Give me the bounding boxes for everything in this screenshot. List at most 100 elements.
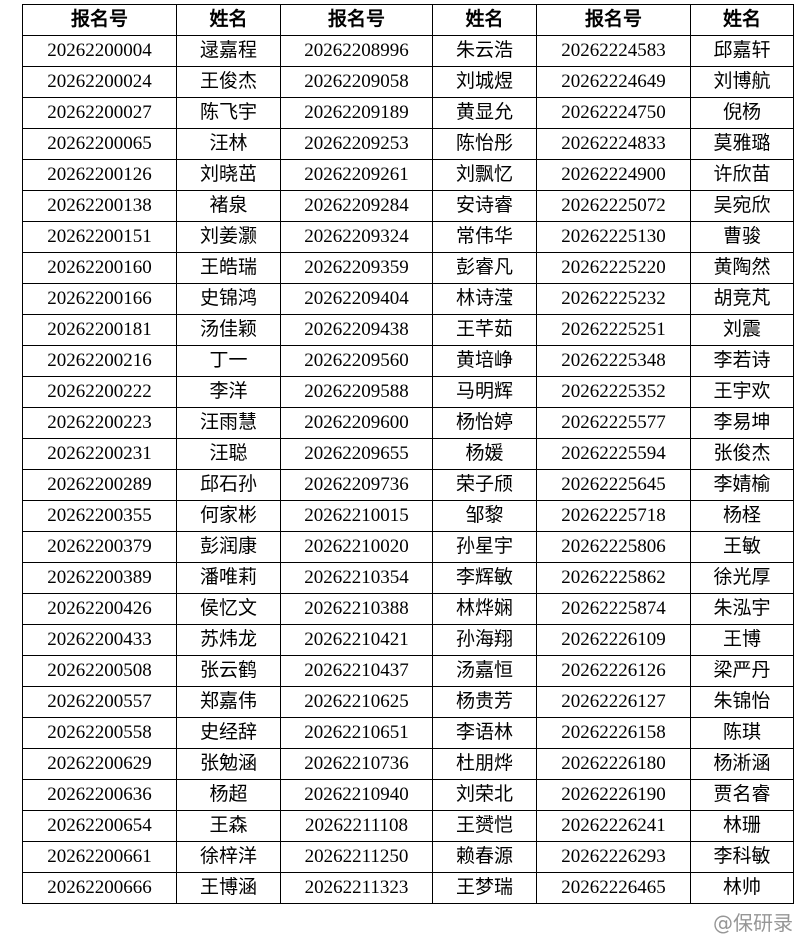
name-cell: 汤佳颖 — [176, 314, 281, 346]
table-row: 20262200389 潘唯莉 20262210354 李辉敏 20262225862 徐… — [22, 562, 794, 594]
registration-number-cell: 20262226127 — [536, 686, 691, 718]
registration-number-cell: 20262211250 — [280, 841, 433, 873]
registration-number-cell: 20262200231 — [22, 438, 177, 470]
table-row: 20262200666 王博涵 20262211323 王梦瑞 20262226465 林… — [22, 872, 794, 904]
name-cell: 逯嘉程 — [176, 35, 281, 67]
registration-number-cell: 20262200289 — [22, 469, 177, 501]
name-cell: 陈飞宇 — [176, 97, 281, 129]
registration-number-cell: 20262200661 — [22, 841, 177, 873]
name-cell: 杜朋烨 — [432, 748, 537, 780]
table-row: 20262200223 汪雨慧 20262209600 杨怡婷 20262225577 李… — [22, 407, 794, 439]
registration-number-cell: 20262211108 — [280, 810, 433, 842]
table-row: 20262200222 李洋 20262209588 马明辉 20262225352 王宇… — [22, 376, 794, 408]
registration-number-cell: 20262224583 — [536, 35, 691, 67]
registration-number-cell: 20262210020 — [280, 531, 433, 563]
registration-number-cell: 20262200065 — [22, 128, 177, 160]
name-cell: 陈怡彤 — [432, 128, 537, 160]
registration-number-cell: 20262200379 — [22, 531, 177, 563]
header-name: 姓名 — [176, 4, 281, 36]
name-cell: 刘城煜 — [432, 66, 537, 98]
registration-number-cell: 20262200160 — [22, 252, 177, 284]
registration-number-cell: 20262224900 — [536, 159, 691, 191]
registration-number-cell: 20262224750 — [536, 97, 691, 129]
registration-number-cell: 20262225251 — [536, 314, 691, 346]
registration-number-cell: 20262200223 — [22, 407, 177, 439]
registration-number-cell: 20262226109 — [536, 624, 691, 656]
name-cell: 王森 — [176, 810, 281, 842]
name-cell: 荣子颀 — [432, 469, 537, 501]
registration-number-cell: 20262225072 — [536, 190, 691, 222]
registration-number-cell: 20262210015 — [280, 500, 433, 532]
registration-number-cell: 20262225130 — [536, 221, 691, 253]
registration-number-cell: 20262209588 — [280, 376, 433, 408]
registration-number-cell: 20262210421 — [280, 624, 433, 656]
table-row: 20262200181 汤佳颖 20262209438 王芊茹 20262225251 刘… — [22, 314, 794, 346]
registration-number-cell: 20262226158 — [536, 717, 691, 749]
name-cell: 杨柽 — [690, 500, 794, 532]
registration-number-cell: 20262209253 — [280, 128, 433, 160]
table-row: 20262200065 汪林 20262209253 陈怡彤 20262224833 莫雅… — [22, 128, 794, 160]
name-cell: 许欣苗 — [690, 159, 794, 191]
registration-number-cell: 20262209284 — [280, 190, 433, 222]
name-cell: 王芊茹 — [432, 314, 537, 346]
registration-number-cell: 20262225594 — [536, 438, 691, 470]
registration-number-cell: 20262226241 — [536, 810, 691, 842]
name-cell: 汪雨慧 — [176, 407, 281, 439]
name-cell: 倪杨 — [690, 97, 794, 129]
name-cell: 杨怡婷 — [432, 407, 537, 439]
registration-number-cell: 20262209189 — [280, 97, 433, 129]
registration-number-cell: 20262225348 — [536, 345, 691, 377]
registration-number-cell: 20262200557 — [22, 686, 177, 718]
table-row: 20262200629 张勉涵 20262210736 杜朋烨 20262226180 杨… — [22, 748, 794, 780]
name-cell: 王梦瑞 — [432, 872, 537, 904]
registration-number-cell: 20262209324 — [280, 221, 433, 253]
name-cell: 李若诗 — [690, 345, 794, 377]
header-registration-number: 报名号 — [280, 4, 433, 36]
name-cell: 李科敏 — [690, 841, 794, 873]
name-cell: 刘博航 — [690, 66, 794, 98]
table-row: 20262200138 褚泉 20262209284 安诗睿 20262225072 吴宛… — [22, 190, 794, 222]
table-row: 20262200024 王俊杰 20262209058 刘城煜 20262224649 刘… — [22, 66, 794, 98]
registration-number-cell: 20262209404 — [280, 283, 433, 315]
name-cell: 莫雅璐 — [690, 128, 794, 160]
name-cell: 梁严丹 — [690, 655, 794, 687]
name-cell: 陈琪 — [690, 717, 794, 749]
name-cell: 潘唯莉 — [176, 562, 281, 594]
name-cell: 张云鹤 — [176, 655, 281, 687]
registration-number-cell: 20262224833 — [536, 128, 691, 160]
registration-number-cell: 20262226190 — [536, 779, 691, 811]
name-cell: 彭睿凡 — [432, 252, 537, 284]
name-cell: 刘震 — [690, 314, 794, 346]
registration-number-cell: 20262210736 — [280, 748, 433, 780]
watermark: @保研录 — [713, 911, 793, 935]
name-cell: 王宇欢 — [690, 376, 794, 408]
registration-number-cell: 20262200004 — [22, 35, 177, 67]
name-cell: 李易坤 — [690, 407, 794, 439]
registration-number-cell: 20262200151 — [22, 221, 177, 253]
table-row: 20262200654 王森 20262211108 王赟恺 20262226241 林珊 — [22, 810, 794, 842]
table-row: 20262200355 何家彬 20262210015 邹黎 20262225718 杨柽 — [22, 500, 794, 532]
name-cell: 刘飘忆 — [432, 159, 537, 191]
header-registration-number: 报名号 — [536, 4, 691, 36]
name-cell: 刘荣北 — [432, 779, 537, 811]
name-cell: 朱泓宇 — [690, 593, 794, 625]
registration-number-cell: 20262225874 — [536, 593, 691, 625]
registration-number-cell: 20262200027 — [22, 97, 177, 129]
table-row: 20262200126 刘晓茁 20262209261 刘飘忆 20262224900 许… — [22, 159, 794, 191]
header-registration-number: 报名号 — [22, 4, 177, 36]
name-cell: 杨贵芳 — [432, 686, 537, 718]
name-cell: 何家彬 — [176, 500, 281, 532]
registration-number-cell: 20262225232 — [536, 283, 691, 315]
table-row: 20262200216 丁一 20262209560 黄培峥 20262225348 李若… — [22, 345, 794, 377]
name-cell: 李辉敏 — [432, 562, 537, 594]
name-cell: 林珊 — [690, 810, 794, 842]
table-row: 20262200004 逯嘉程 20262208996 朱云浩 20262224583 邱… — [22, 35, 794, 67]
name-cell: 吴宛欣 — [690, 190, 794, 222]
registration-number-cell: 20262200024 — [22, 66, 177, 98]
name-cell: 刘晓茁 — [176, 159, 281, 191]
registration-number-cell: 20262210437 — [280, 655, 433, 687]
table-row: 20262200151 刘姜灏 20262209324 常伟华 20262225130 曹… — [22, 221, 794, 253]
table-row: 20262200558 史经辞 20262210651 李语林 20262226158 陈… — [22, 717, 794, 749]
table-row: 20262200636 杨超 20262210940 刘荣北 20262226190 贾名… — [22, 779, 794, 811]
registration-number-cell: 20262200389 — [22, 562, 177, 594]
